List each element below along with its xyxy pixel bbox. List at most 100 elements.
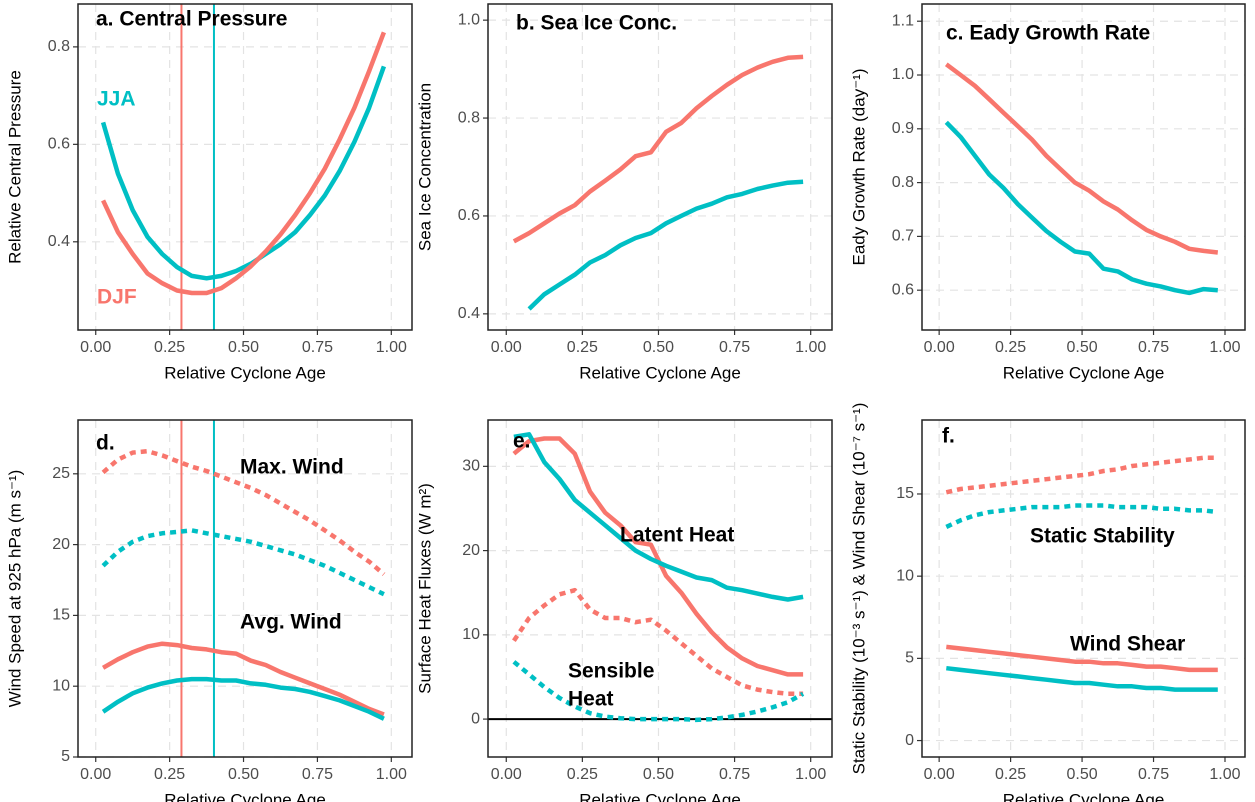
x-tick-label: 1.00 xyxy=(1209,339,1240,356)
x-tick-label: 0.00 xyxy=(924,339,955,356)
series-line xyxy=(945,455,1218,495)
x-tick-label: 0.75 xyxy=(1138,339,1169,356)
panel-border xyxy=(487,419,833,758)
x-tick-label: 0.50 xyxy=(228,766,259,783)
x-tick-label: 0.75 xyxy=(719,766,750,783)
x-tick-label: 0.75 xyxy=(1138,766,1169,783)
panel-title: c. Eady Growth Rate xyxy=(946,22,1150,45)
x-tick-label: 0.25 xyxy=(995,766,1026,783)
x-tick-label: 0.25 xyxy=(995,339,1026,356)
series-line xyxy=(100,65,387,281)
panel-title: f. xyxy=(942,425,955,448)
series-line xyxy=(101,528,385,597)
x-tick-label: 0.00 xyxy=(80,339,111,356)
x-axis-label: Relative Cyclone Age xyxy=(164,790,326,802)
y-tick-label: 0.4 xyxy=(458,305,480,322)
y-tick-label: 0.8 xyxy=(48,38,70,55)
x-tick-label: 0.25 xyxy=(154,339,185,356)
y-tick-label: 1.0 xyxy=(892,66,914,83)
y-axis-label: Surface Heat Fluxes (W m²) xyxy=(415,483,434,694)
x-tick-label: 0.50 xyxy=(643,766,674,783)
x-tick-label: 0.00 xyxy=(924,766,955,783)
panel-border xyxy=(921,419,1246,758)
series-line xyxy=(527,179,804,311)
annotation: Max. Wind xyxy=(240,456,344,479)
y-tick-label: 0.4 xyxy=(48,233,70,250)
y-axis-label: Wind Speed at 925 hPa (m s⁻¹) xyxy=(5,470,24,708)
x-tick-label: 0.25 xyxy=(567,766,598,783)
annotation: Static Stability xyxy=(1030,525,1175,548)
x-tick-label: 0.75 xyxy=(302,339,333,356)
y-tick-label: 5 xyxy=(61,748,70,765)
series-line xyxy=(944,62,1219,255)
y-tick-label: 20 xyxy=(52,536,70,553)
y-tick-label: 1.1 xyxy=(892,12,914,29)
x-tick-label: 1.00 xyxy=(376,766,407,783)
panel-border xyxy=(77,419,413,758)
x-tick-label: 0.25 xyxy=(154,766,185,783)
series-line xyxy=(512,587,804,697)
x-tick-label: 0.50 xyxy=(228,339,259,356)
x-tick-label: 0.25 xyxy=(567,339,598,356)
annotation: DJF xyxy=(97,286,137,309)
y-tick-label: 10 xyxy=(462,626,480,643)
x-tick-label: 1.00 xyxy=(376,339,407,356)
panel-border xyxy=(921,3,1246,331)
y-tick-label: 0.6 xyxy=(892,281,914,298)
y-tick-label: 10 xyxy=(896,567,914,584)
y-tick-label: 30 xyxy=(462,458,480,475)
annotation: Sensible xyxy=(568,660,654,683)
panel-title: b. Sea Ice Conc. xyxy=(516,12,677,35)
panel-title: a. Central Pressure xyxy=(96,8,287,31)
x-tick-label: 0.50 xyxy=(643,339,674,356)
y-tick-label: 5 xyxy=(905,650,914,667)
y-tick-label: 0.6 xyxy=(48,136,70,153)
series-line xyxy=(944,120,1218,296)
x-tick-label: 1.00 xyxy=(1209,766,1240,783)
annotation: Wind Shear xyxy=(1070,633,1185,656)
series-line xyxy=(946,665,1218,692)
y-tick-label: 1.0 xyxy=(458,11,480,28)
y-tick-label: 25 xyxy=(52,465,70,482)
y-tick-label: 0.9 xyxy=(892,120,914,137)
x-tick-label: 0.75 xyxy=(302,766,333,783)
x-tick-label: 0.00 xyxy=(80,766,111,783)
y-axis-label: Eady Growth Rate (day⁻¹) xyxy=(849,69,868,266)
x-tick-label: 1.00 xyxy=(795,339,826,356)
series-line xyxy=(946,644,1218,673)
x-tick-label: 0.75 xyxy=(719,339,750,356)
y-tick-label: 0 xyxy=(905,732,914,749)
x-axis-label: Relative Cyclone Age xyxy=(579,363,741,382)
x-tick-label: 0.50 xyxy=(1067,339,1098,356)
x-axis-label: Relative Cyclone Age xyxy=(579,790,741,802)
x-tick-label: 0.00 xyxy=(491,766,522,783)
series-line xyxy=(945,503,1219,529)
y-axis-label: Relative Central Pressure xyxy=(5,70,24,264)
y-tick-label: 0.6 xyxy=(458,207,480,224)
x-tick-label: 1.00 xyxy=(795,766,826,783)
series-line xyxy=(101,31,387,296)
panel-title: d. xyxy=(96,432,115,455)
y-tick-label: 0.8 xyxy=(458,109,480,126)
annotation: Avg. Wind xyxy=(240,611,342,634)
y-tick-label: 10 xyxy=(52,677,70,694)
y-tick-label: 15 xyxy=(896,485,914,502)
x-axis-label: Relative Cyclone Age xyxy=(164,363,326,382)
series-line xyxy=(513,432,804,602)
series-line xyxy=(101,676,385,721)
y-tick-label: 20 xyxy=(462,542,480,559)
x-axis-label: Relative Cyclone Age xyxy=(1003,363,1165,382)
series-line xyxy=(101,641,385,717)
series-line xyxy=(512,660,805,723)
annotation: Heat xyxy=(568,688,614,711)
series-line xyxy=(512,54,804,244)
x-tick-label: 0.50 xyxy=(1067,766,1098,783)
panel-title: e. xyxy=(513,430,531,453)
annotation: Latent Heat xyxy=(620,524,734,547)
annotation: JJA xyxy=(97,88,136,111)
x-tick-label: 0.00 xyxy=(491,339,522,356)
y-tick-label: 15 xyxy=(52,607,70,624)
panel-border xyxy=(487,3,833,331)
y-tick-label: 0.8 xyxy=(892,174,914,191)
